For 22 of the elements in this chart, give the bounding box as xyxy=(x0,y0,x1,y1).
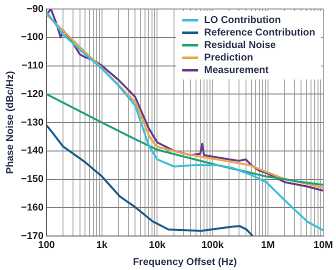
legend-label: Reference Contribution xyxy=(204,28,316,38)
x-axis-title: Frequency Offset (Hz) xyxy=(132,256,237,268)
x-tick-label: 10M xyxy=(314,240,333,251)
legend-label: Measurement xyxy=(204,65,270,76)
y-tick-label: −140 xyxy=(20,146,44,157)
x-tick-label: 100k xyxy=(201,240,224,251)
y-tick-label: −130 xyxy=(20,117,44,128)
y-tick-label: −100 xyxy=(20,32,44,44)
y-tick-label: −120 xyxy=(20,88,44,100)
y-tick-label: −160 xyxy=(20,202,44,214)
x-tick-label: 100 xyxy=(38,240,56,251)
y-axis-title: Phase Noise (dBc/Hz) xyxy=(4,71,16,174)
x-tick-label: 1k xyxy=(96,240,108,251)
y-tick-label: −90 xyxy=(26,4,44,15)
x-tick-label: 10k xyxy=(148,240,166,251)
y-tick-label: −150 xyxy=(20,174,44,185)
x-tick-label: 1M xyxy=(260,240,275,251)
y-tick-label: −110 xyxy=(22,60,44,72)
legend-label: Residual Noise xyxy=(204,40,276,51)
legend-label: LO Contribution xyxy=(204,15,281,26)
legend-label: Prediction xyxy=(204,52,254,64)
y-tick-label: −170 xyxy=(20,230,44,242)
